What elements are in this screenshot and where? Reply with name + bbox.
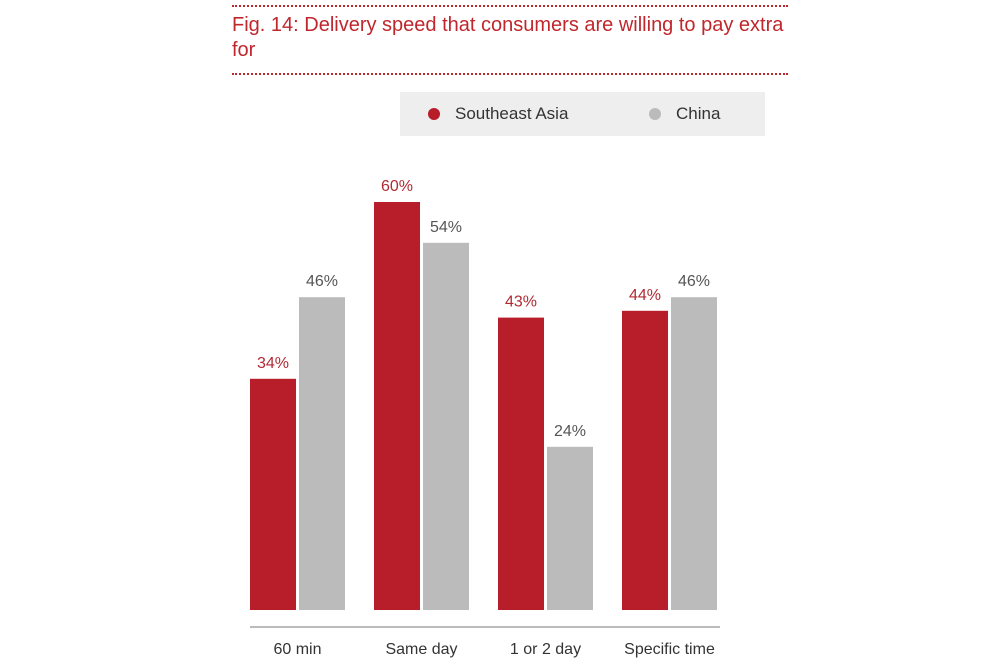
bar-china-60-min xyxy=(299,297,345,610)
bar-china-same-day xyxy=(423,242,469,611)
chart-title: Fig. 14: Delivery speed that consumers a… xyxy=(232,14,784,61)
title-rule-top xyxy=(232,5,788,7)
x-tick-label-60-min: 60 min xyxy=(273,641,321,658)
data-label-southeast-asia-same-day: 60% xyxy=(381,178,413,195)
data-label-china-60-min: 46% xyxy=(306,273,338,290)
title-rule-bottom xyxy=(232,73,788,75)
bar-southeast-asia-same-day xyxy=(374,202,420,610)
data-label-china-same-day: 54% xyxy=(430,219,462,236)
legend-label-china: China xyxy=(676,104,721,123)
data-label-southeast-asia-60-min: 34% xyxy=(257,355,289,372)
data-label-china-specific-time: 46% xyxy=(678,273,710,290)
bar-southeast-asia-60-min xyxy=(250,378,296,610)
data-label-china-1-or-2-day: 24% xyxy=(554,423,586,440)
bar-southeast-asia-1-or-2-day xyxy=(498,317,544,610)
chart-legend: Southeast Asia China xyxy=(400,92,765,136)
bar-china-1-or-2-day xyxy=(547,446,593,610)
legend-dot-southeast-asia xyxy=(428,108,440,120)
bar-china-specific-time xyxy=(671,297,717,610)
legend-label-southeast-asia: Southeast Asia xyxy=(455,104,569,123)
x-tick-label-specific-time: Specific time xyxy=(624,641,715,658)
bar-southeast-asia-specific-time xyxy=(622,310,668,610)
data-label-southeast-asia-1-or-2-day: 43% xyxy=(505,294,537,311)
legend-item-china: China xyxy=(649,92,720,136)
data-label-southeast-asia-specific-time: 44% xyxy=(629,287,661,304)
x-tick-label-1-or-2-day: 1 or 2 day xyxy=(510,641,581,658)
legend-item-southeast-asia: Southeast Asia xyxy=(428,92,568,136)
x-tick-label-same-day: Same day xyxy=(385,641,457,658)
legend-dot-china xyxy=(649,108,661,120)
